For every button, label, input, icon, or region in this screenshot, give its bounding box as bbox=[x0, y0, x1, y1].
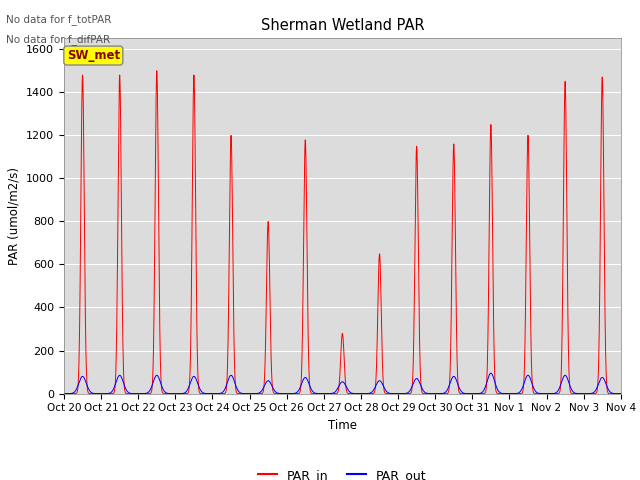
X-axis label: Time: Time bbox=[328, 419, 357, 432]
Y-axis label: PAR (umol/m2/s): PAR (umol/m2/s) bbox=[8, 167, 20, 265]
Text: SW_met: SW_met bbox=[67, 49, 120, 62]
Title: Sherman Wetland PAR: Sherman Wetland PAR bbox=[260, 18, 424, 33]
Text: No data for f_difPAR: No data for f_difPAR bbox=[6, 34, 111, 45]
Legend: PAR_in, PAR_out: PAR_in, PAR_out bbox=[253, 464, 431, 480]
Text: No data for f_totPAR: No data for f_totPAR bbox=[6, 14, 112, 25]
